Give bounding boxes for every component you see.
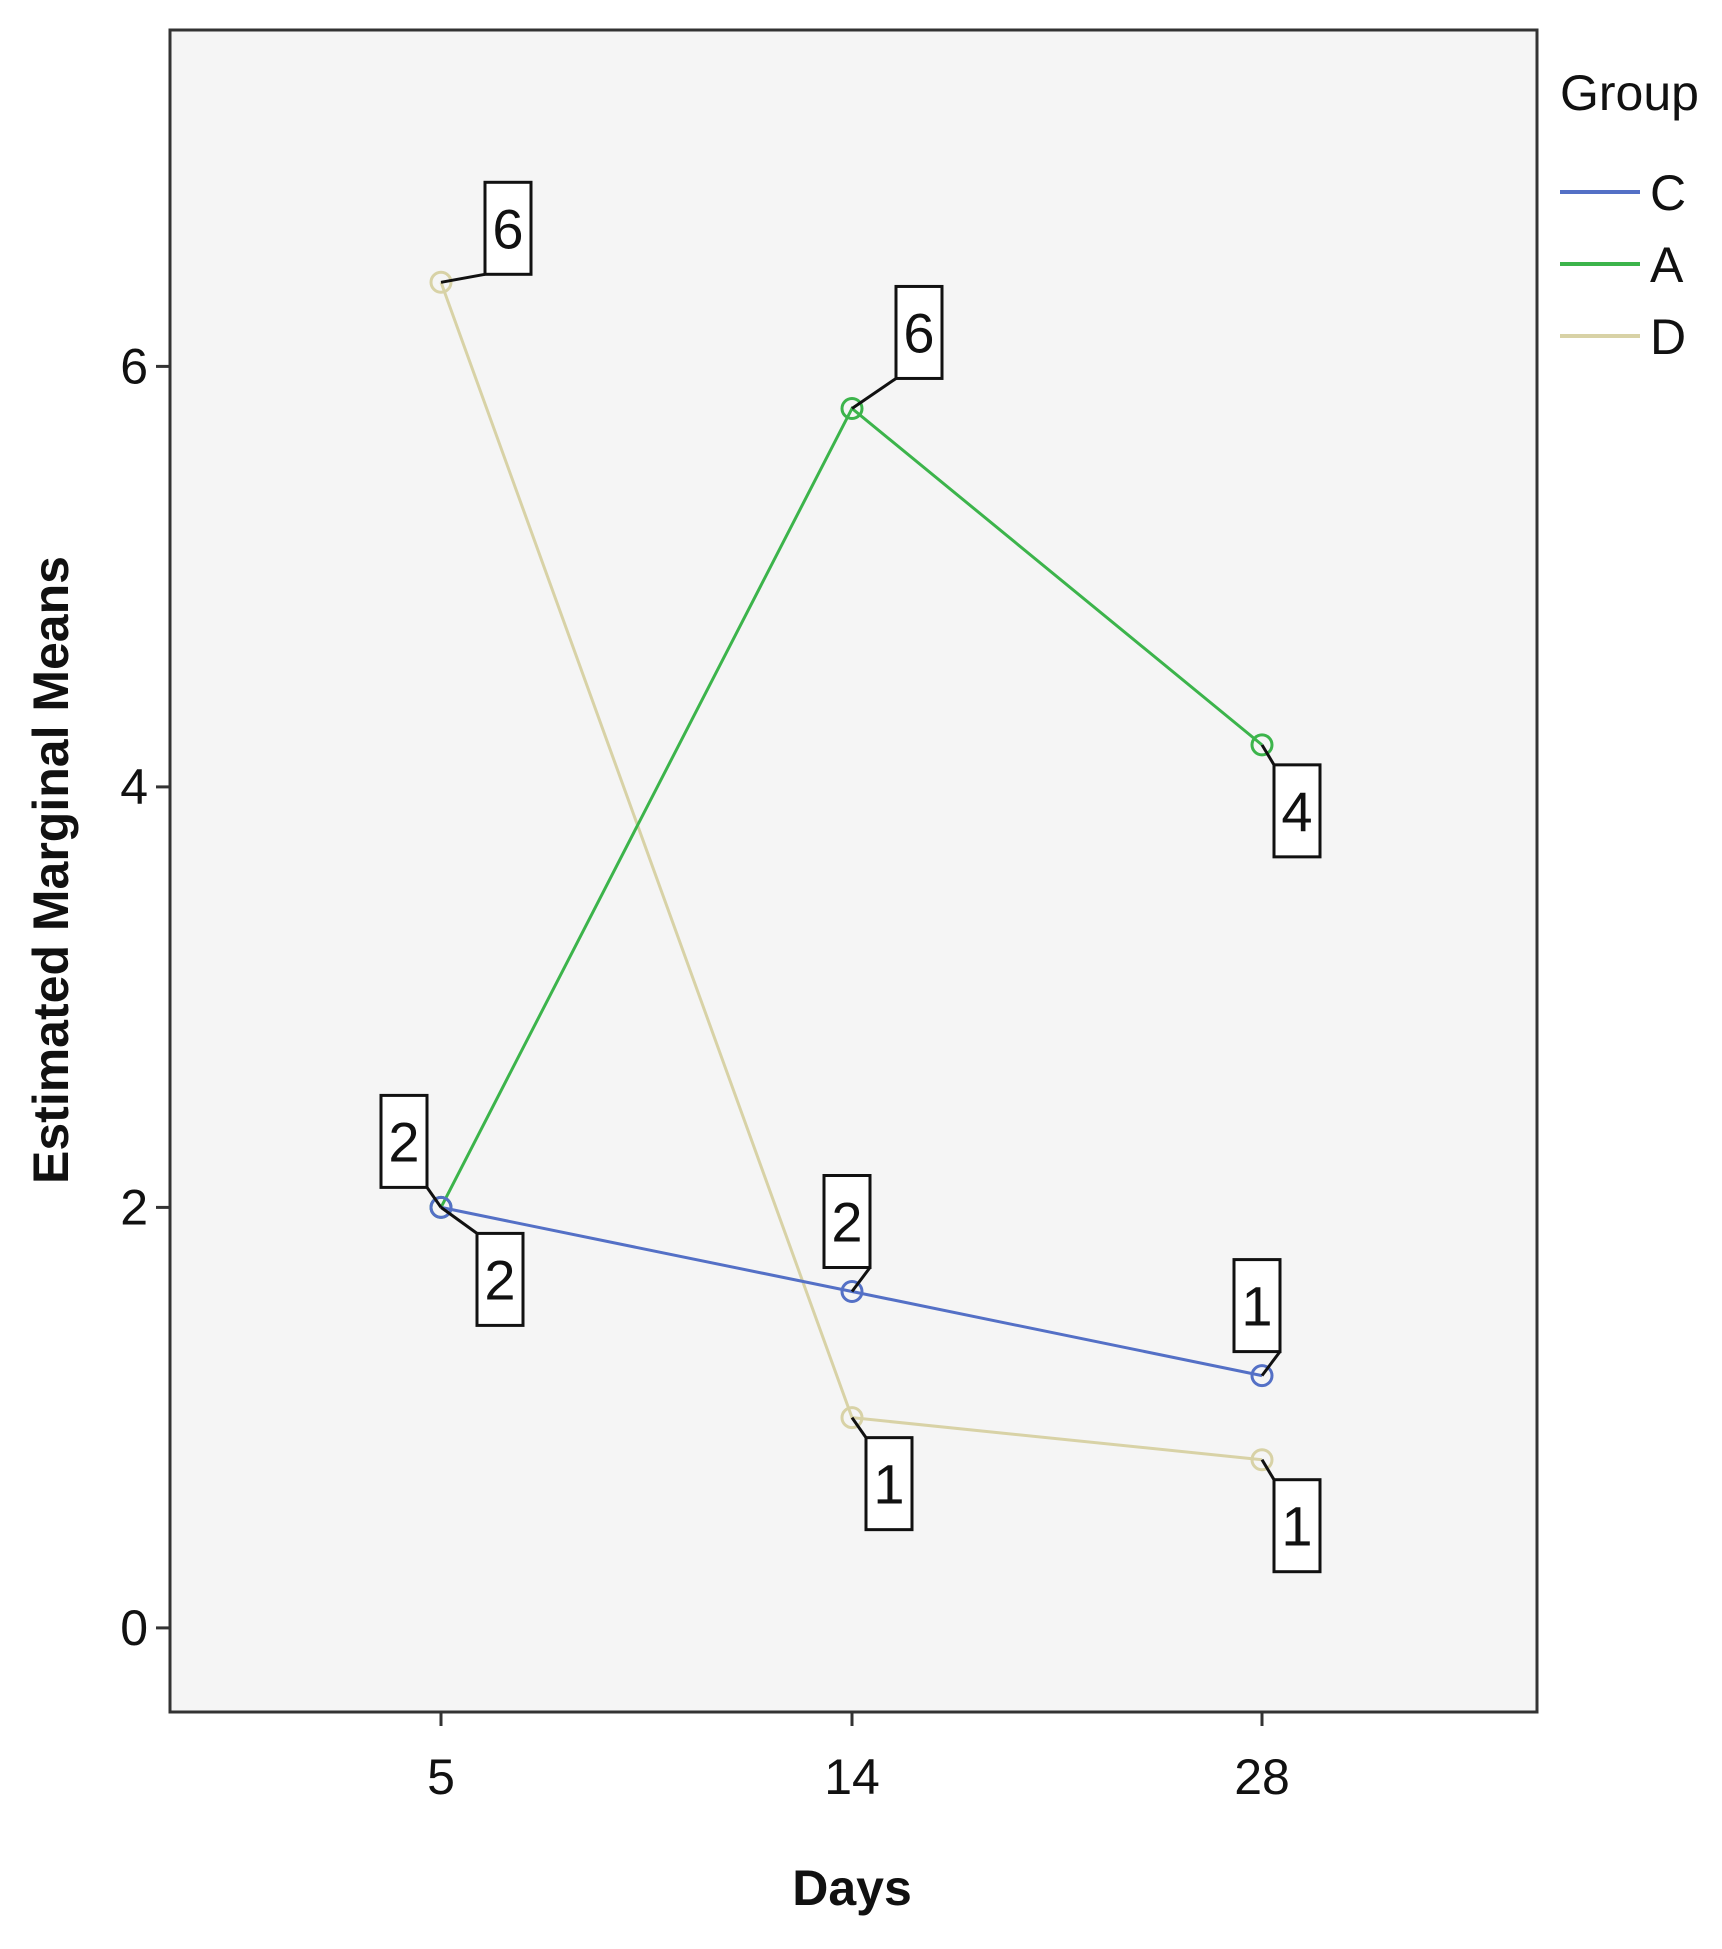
data-label-D: 6 xyxy=(440,180,533,284)
data-label-leader xyxy=(851,377,897,410)
plot-area xyxy=(168,28,1539,1714)
y-tick-label: 4 xyxy=(120,759,148,815)
legend-title: Group xyxy=(1560,65,1699,121)
y-tick-label: 0 xyxy=(120,1600,148,1656)
data-label-text: 1 xyxy=(873,1453,904,1516)
data-label-box xyxy=(1272,763,1322,859)
data-label-leader xyxy=(1260,1458,1276,1481)
data-label-leader xyxy=(1260,1350,1282,1377)
data-label-box xyxy=(1272,1478,1322,1574)
series-point-D xyxy=(840,1406,864,1430)
x-tick-label: 14 xyxy=(824,1749,880,1805)
data-label-A: 6 xyxy=(851,284,944,410)
data-label-text: 6 xyxy=(492,197,523,260)
data-label-D: 1 xyxy=(1260,1458,1322,1574)
x-axis-title: Days xyxy=(792,1860,912,1916)
series-point-A xyxy=(1250,733,1274,757)
y-tick-label: 6 xyxy=(120,338,148,394)
data-label-text: 2 xyxy=(388,1110,419,1173)
legend-label-A: A xyxy=(1650,237,1684,293)
data-label-text: 1 xyxy=(1281,1495,1312,1558)
series-point-D xyxy=(1250,1448,1274,1472)
data-label-leader xyxy=(850,1266,872,1293)
data-label-box xyxy=(483,180,533,276)
data-label-C: 1 xyxy=(1232,1258,1282,1377)
data-label-box xyxy=(475,1231,525,1327)
data-label-text: 6 xyxy=(903,301,934,364)
data-label-leader xyxy=(1260,744,1276,766)
legend-label-D: D xyxy=(1650,309,1686,365)
data-label-C: 2 xyxy=(822,1174,872,1293)
legend-label-C: C xyxy=(1650,165,1686,221)
series-point-D xyxy=(429,270,453,294)
y-axis-title: Estimated Marginal Means xyxy=(23,556,79,1184)
data-label-text: 2 xyxy=(831,1191,862,1254)
data-label-box xyxy=(379,1093,429,1189)
data-label-box xyxy=(1232,1258,1282,1354)
x-tick-label: 28 xyxy=(1234,1749,1290,1805)
series-point-C xyxy=(840,1280,864,1303)
data-label-leader xyxy=(440,272,486,284)
data-label-leader xyxy=(425,1186,443,1209)
y-tick-label: 2 xyxy=(120,1179,148,1235)
data-label-A: 2 xyxy=(379,1093,443,1209)
data-label-text: 4 xyxy=(1281,780,1312,843)
y-axis: 0 2 4 6 xyxy=(120,338,170,1656)
data-label-leader xyxy=(440,1206,478,1235)
data-label-box xyxy=(822,1174,872,1269)
x-tick-label: 5 xyxy=(427,1749,455,1805)
series-point-C xyxy=(1250,1364,1274,1388)
data-label-text: 1 xyxy=(1241,1275,1272,1338)
data-label-C: 2 xyxy=(440,1206,525,1327)
series-point-A xyxy=(840,396,864,420)
data-label-box xyxy=(864,1436,914,1532)
data-label-D: 1 xyxy=(850,1416,914,1532)
data-labels-layer: 2 2 1 2 6 4 6 1 1 xyxy=(379,180,1322,1574)
data-label-leader xyxy=(850,1416,868,1439)
data-label-box xyxy=(894,284,944,380)
series-point-C xyxy=(429,1195,453,1219)
data-label-A: 4 xyxy=(1260,744,1322,859)
x-axis: 5 14 28 xyxy=(427,1712,1290,1805)
legend: Group CAD xyxy=(1560,65,1699,365)
data-label-text: 2 xyxy=(484,1248,515,1311)
